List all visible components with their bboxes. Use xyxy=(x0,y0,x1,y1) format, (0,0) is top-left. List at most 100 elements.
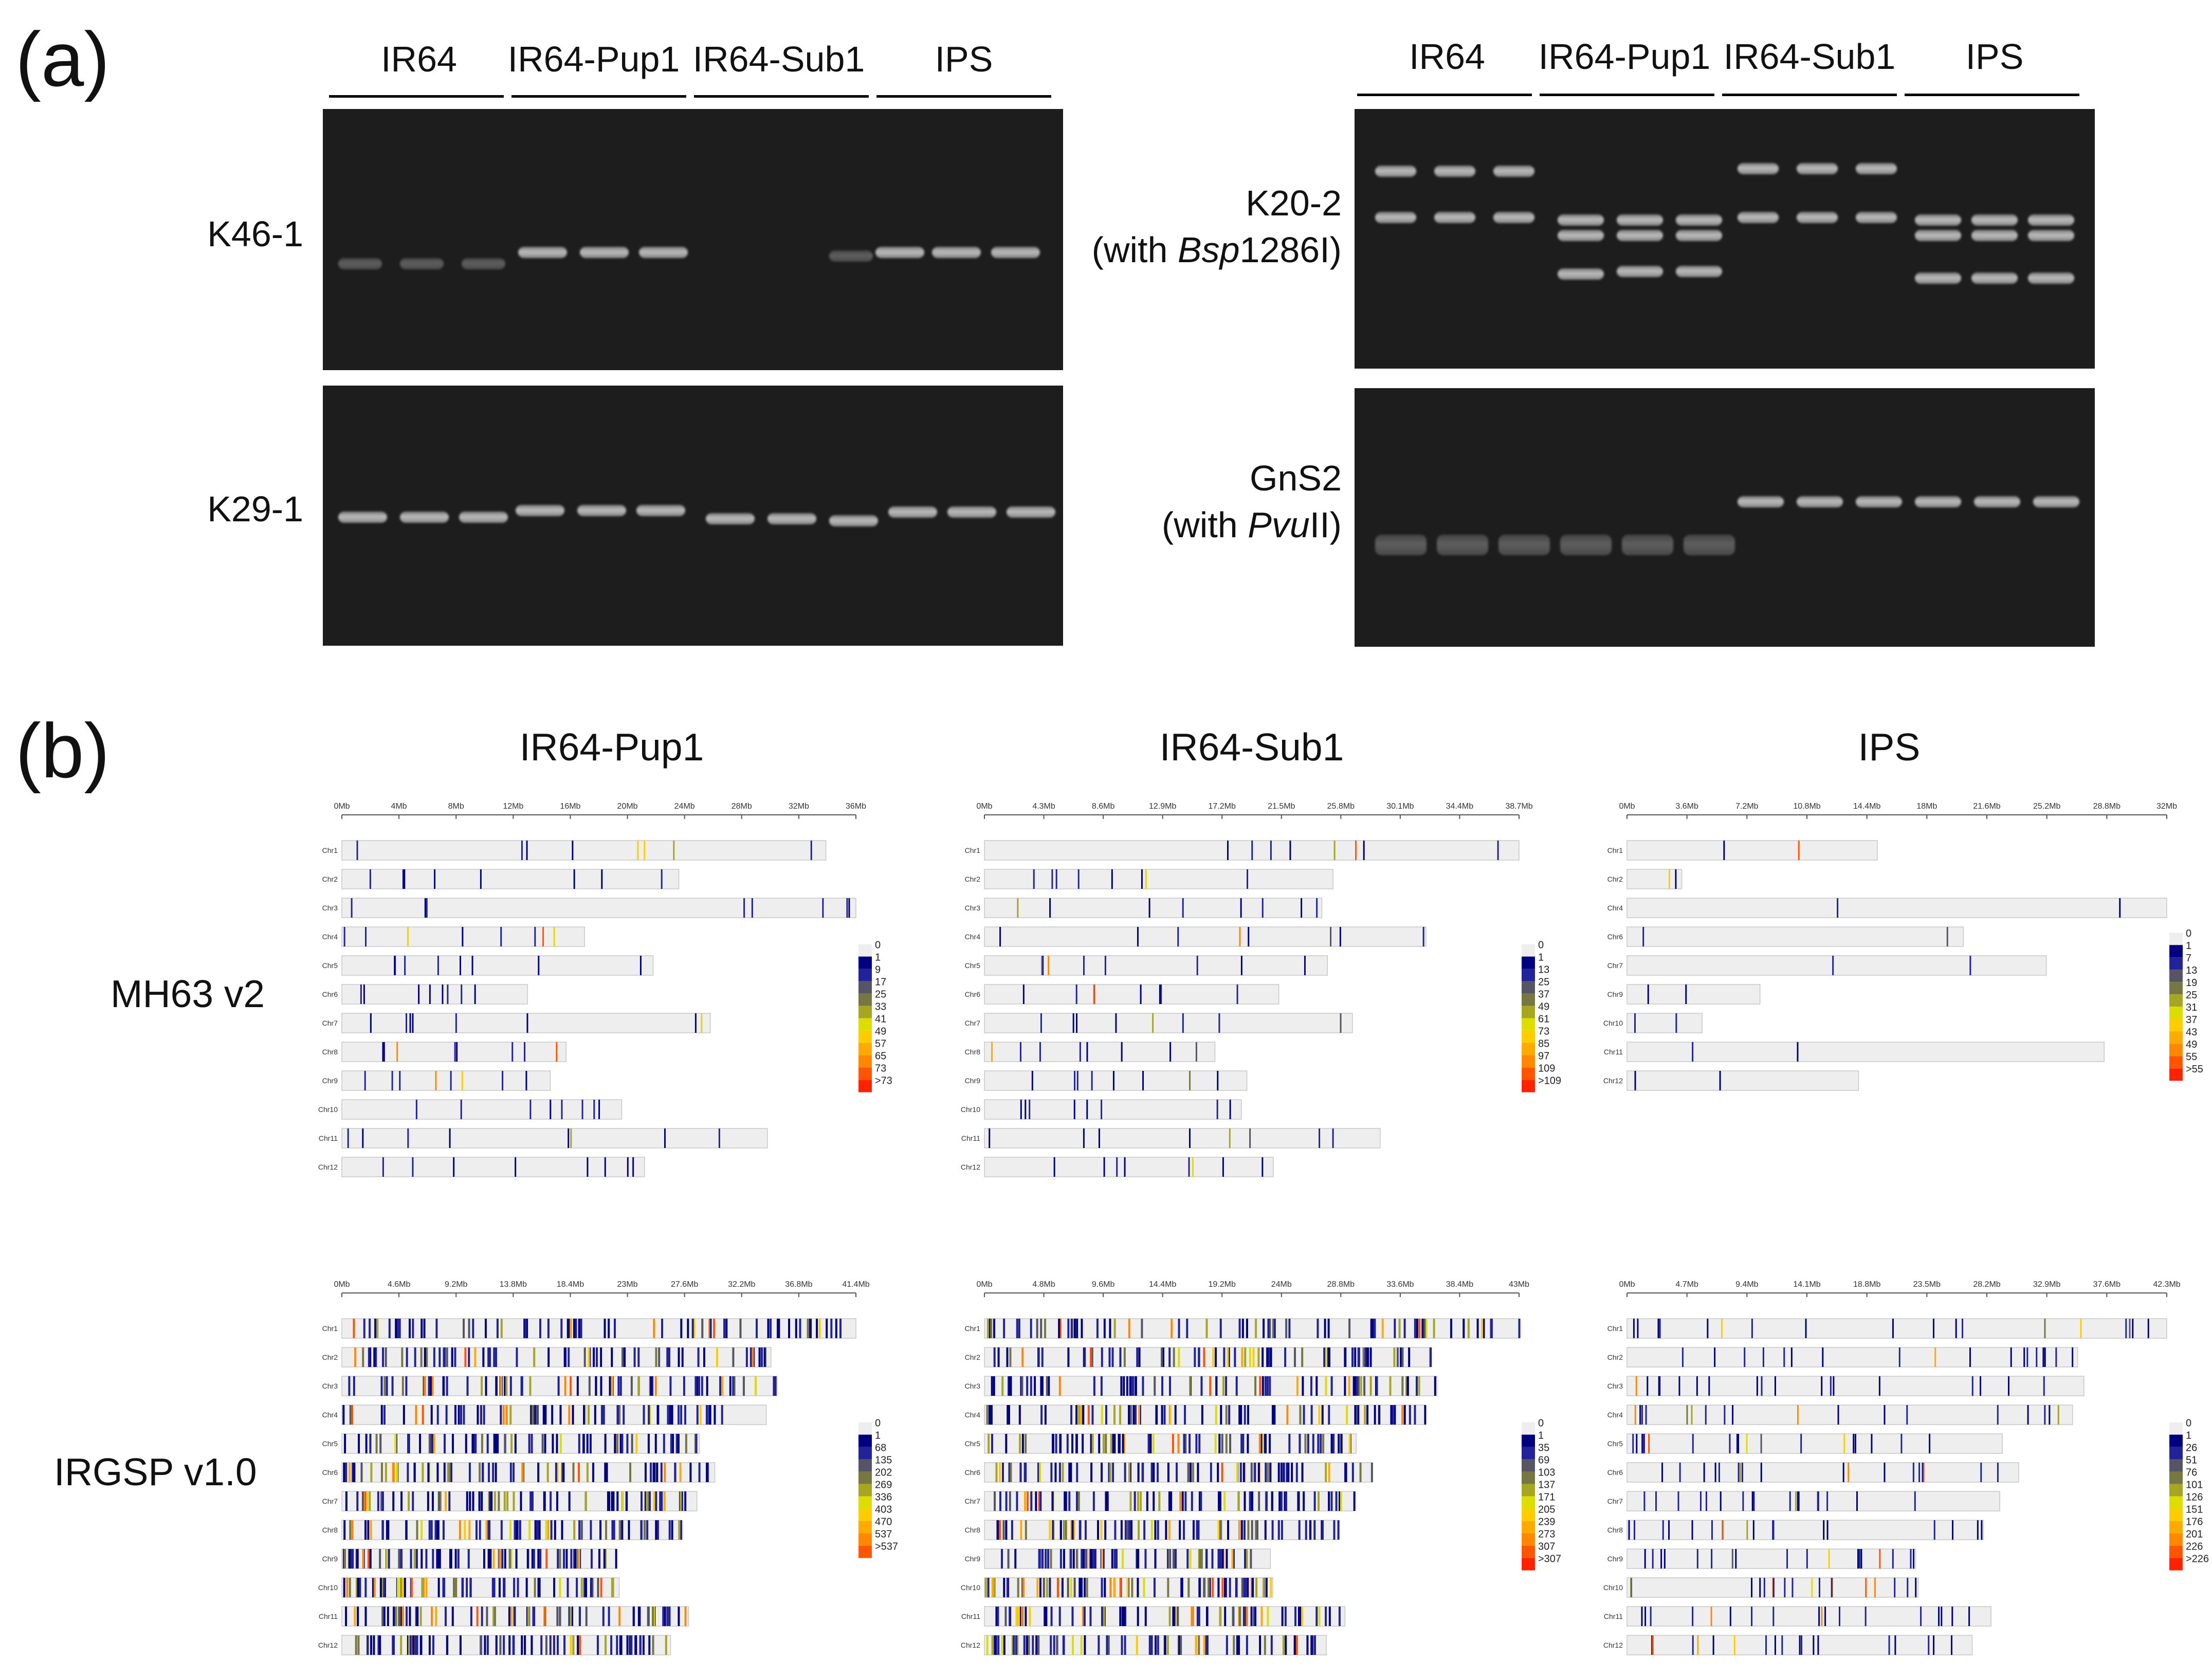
snp-density-mark xyxy=(505,1376,508,1396)
snp-density-mark xyxy=(1087,1405,1090,1425)
snp-density-mark xyxy=(1078,1405,1081,1425)
snp-density-mark xyxy=(604,1463,607,1482)
chromosome-label: Chr10 xyxy=(318,1583,338,1592)
snp-density-mark xyxy=(648,1491,651,1511)
chromosome-bar xyxy=(984,1099,1242,1120)
snp-density-mark xyxy=(1049,1578,1051,1597)
snp-density-mark xyxy=(665,1635,667,1655)
snp-density-mark xyxy=(539,1549,542,1569)
snp-density-mark xyxy=(1415,1376,1418,1396)
axis-tick-label: 14.1Mb xyxy=(1793,1280,1820,1289)
snp-map-irgsp-pup1: 0Mb 4.6Mb 9.2Mb 13.8Mb 18.4Mb 23Mb 27.6Mb 32.2M… xyxy=(318,1280,898,1655)
snp-density-mark xyxy=(664,1128,666,1148)
snp-density-mark xyxy=(1030,1376,1032,1396)
snp-density-mark xyxy=(1154,1376,1156,1396)
snp-density-mark xyxy=(1357,1347,1360,1367)
snp-density-mark xyxy=(498,1578,501,1597)
chromosome-label: Chr7 xyxy=(322,1019,338,1027)
chromosome-bar xyxy=(341,1157,645,1177)
snp-density-mark xyxy=(427,1463,430,1482)
snp-density-mark xyxy=(1255,1319,1257,1338)
snp-density-mark xyxy=(1433,1319,1435,1338)
legend-label: >73 xyxy=(875,1076,892,1087)
legend-swatch xyxy=(1522,1533,1535,1546)
snp-density-mark xyxy=(655,1520,657,1540)
snp-density-mark xyxy=(1091,1071,1093,1090)
snp-density-mark xyxy=(502,1405,505,1425)
snp-density-mark xyxy=(1751,1607,1753,1626)
snp-density-mark xyxy=(374,1319,377,1338)
snp-density-mark xyxy=(500,927,502,946)
snp-density-mark xyxy=(1257,1347,1260,1367)
snp-density-mark xyxy=(476,1607,479,1626)
legend-swatch xyxy=(858,1422,872,1435)
snp-density-mark xyxy=(595,1376,597,1396)
snp-density-mark xyxy=(1056,1578,1059,1597)
snp-density-mark xyxy=(1662,1520,1664,1540)
snp-density-mark xyxy=(1952,1520,1954,1540)
snp-density-mark xyxy=(365,1434,368,1453)
snp-density-mark xyxy=(668,1520,671,1540)
snp-density-mark xyxy=(1338,1607,1341,1626)
snp-density-mark xyxy=(462,927,464,946)
marker-label-k20-2: K20-2 (with Bsp1286I) xyxy=(1091,183,1342,270)
snp-density-mark xyxy=(1765,1635,1767,1655)
snp-density-mark xyxy=(1123,1376,1125,1396)
chromosome-label: Chr11 xyxy=(1604,1612,1623,1620)
snp-density-mark xyxy=(2044,1405,2046,1425)
snp-density-mark xyxy=(660,1463,663,1482)
snp-density-mark xyxy=(1005,1491,1008,1511)
snp-density-mark xyxy=(1005,1520,1008,1540)
chromosome-bar xyxy=(984,1128,1381,1149)
chromosome-label: Chr7 xyxy=(322,1497,338,1505)
chromosome-bar xyxy=(984,1157,1274,1177)
snp-density-mark xyxy=(1636,1434,1638,1453)
snp-density-mark xyxy=(1214,1434,1217,1453)
snp-density-mark xyxy=(1048,956,1050,975)
snp-density-mark xyxy=(1399,1347,1402,1367)
chromosome-bar xyxy=(341,1099,623,1120)
snp-density-mark xyxy=(428,1434,431,1453)
snp-density-mark xyxy=(1634,1071,1636,1090)
snp-density-mark xyxy=(1345,1463,1347,1482)
snp-density-mark xyxy=(1263,1434,1265,1453)
snp-density-mark xyxy=(830,1319,833,1338)
snp-density-mark xyxy=(480,869,482,889)
snp-density-mark xyxy=(1367,1347,1369,1367)
snp-density-mark xyxy=(689,1463,692,1482)
snp-density-mark xyxy=(652,1635,654,1655)
snp-density-mark xyxy=(488,1491,491,1511)
snp-density-mark xyxy=(680,1405,683,1425)
snp-density-mark xyxy=(1238,1520,1241,1540)
snp-density-mark xyxy=(1724,1405,1726,1425)
snp-density-mark xyxy=(1317,1434,1320,1453)
snp-density-mark xyxy=(1040,1405,1043,1425)
snp-density-mark xyxy=(1805,1319,1807,1338)
snp-density-mark xyxy=(1009,1376,1011,1396)
snp-density-mark xyxy=(669,1405,671,1425)
snp-density-mark xyxy=(1180,1635,1182,1655)
snp-density-mark xyxy=(351,898,353,918)
snp-density-mark xyxy=(493,1491,496,1511)
snp-density-mark xyxy=(1898,1347,1900,1367)
snp-density-mark xyxy=(1330,1376,1333,1396)
axis-tick-label: 0Mb xyxy=(1619,802,1635,811)
snp-density-mark xyxy=(1063,1549,1065,1569)
snp-density-mark xyxy=(1074,1071,1076,1090)
snp-density-mark xyxy=(1381,1319,1384,1338)
snp-density-mark xyxy=(399,1578,402,1597)
snp-density-mark xyxy=(1195,1434,1198,1453)
snp-density-mark xyxy=(1025,1100,1027,1119)
snp-density-mark xyxy=(1369,1376,1372,1396)
snp-density-mark xyxy=(1223,1347,1226,1367)
snp-density-mark xyxy=(1289,841,1291,860)
snp-density-mark xyxy=(1327,1347,1330,1367)
legend-swatch xyxy=(2169,1044,2183,1056)
snp-density-mark xyxy=(1490,1319,1493,1338)
snp-density-mark xyxy=(1313,1520,1316,1540)
snp-density-mark xyxy=(1321,1405,1324,1425)
chromosome-label: Chr7 xyxy=(965,1497,981,1505)
snp-density-mark xyxy=(1003,1319,1006,1338)
snp-density-mark xyxy=(1019,1607,1021,1626)
snp-density-mark xyxy=(2010,1347,2012,1367)
